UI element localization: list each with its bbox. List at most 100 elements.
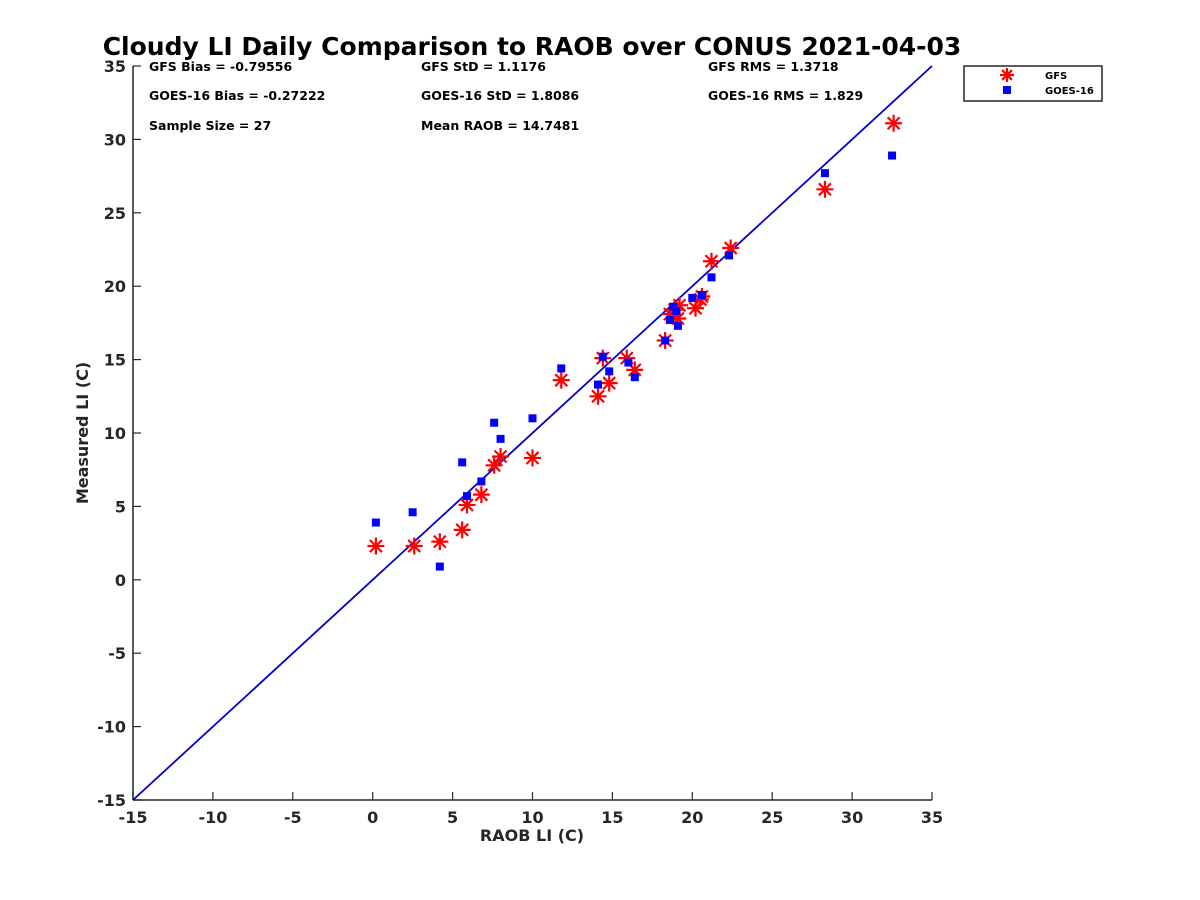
y-tick-label: 10: [104, 424, 126, 443]
one-to-one-line: [132, 65, 933, 801]
x-tick-label: 35: [921, 808, 943, 827]
gfs-point: [458, 496, 476, 514]
asterisk-stroke: [493, 449, 508, 464]
x-tick-label: -10: [198, 808, 227, 827]
goes-16-point: [669, 302, 678, 311]
goes-16-point: [697, 291, 706, 300]
gfs-point: [600, 374, 618, 392]
chart-title: Cloudy LI Daily Comparison to RAOB over …: [103, 32, 962, 61]
goes-16-point: [688, 293, 697, 302]
gfs-point: [885, 114, 903, 132]
y-tick-label: 0: [115, 571, 126, 590]
y-tick-label: 30: [104, 130, 126, 149]
y-tick-label: 35: [104, 57, 126, 76]
goes-16-point: [605, 367, 614, 376]
x-tick-label: 30: [841, 808, 863, 827]
gfs-point: [702, 252, 720, 270]
x-tick-label: -5: [284, 808, 302, 827]
gfs-point: [453, 521, 471, 539]
gfs-point: [472, 486, 490, 504]
asterisk-stroke: [433, 534, 447, 549]
stat-annotation: GOES-16 Bias = -0.27222: [149, 88, 325, 103]
legend-goes-16-label: GOES-16: [1045, 86, 1094, 97]
x-tick-label: 5: [447, 808, 458, 827]
asterisk-stroke: [886, 116, 901, 131]
goes-16-point: [557, 364, 566, 373]
goes-16-point: [594, 380, 603, 389]
stat-annotation: GOES-16 StD = 1.8086: [421, 88, 579, 103]
gfs-point: [405, 537, 423, 555]
x-tick-label: -15: [119, 808, 148, 827]
asterisk-stroke: [455, 523, 469, 537]
legend-goes-16-marker: [1003, 86, 1011, 94]
y-tick-label: 15: [104, 351, 126, 370]
gfs-point: [367, 537, 385, 555]
statistics-annotations: GFS Bias = -0.79556 GFS StD = 1.1176 GFS R…: [149, 59, 863, 133]
goes-16-point: [496, 434, 505, 443]
stat-annotation: GFS RMS = 1.3718: [708, 59, 839, 74]
asterisk-stroke: [591, 389, 605, 404]
y-tick-label: -10: [97, 718, 126, 737]
stat-annotation: GFS StD = 1.1176: [421, 59, 546, 74]
x-tick-label: 20: [681, 808, 703, 827]
x-tick-label: 0: [367, 808, 378, 827]
asterisk-stroke: [818, 182, 832, 197]
reference-line-group: [132, 65, 933, 801]
legend-gfs-label: GFS: [1045, 71, 1067, 82]
goes-16-point: [477, 477, 486, 486]
gfs-point: [431, 533, 449, 551]
goes-16-point: [672, 307, 681, 316]
asterisk-stroke: [474, 487, 489, 502]
legend: GFS GOES-16: [963, 65, 1103, 102]
asterisk-stroke: [554, 373, 569, 387]
goes-16-point: [435, 562, 444, 571]
goes-16-point: [725, 251, 734, 260]
goes-16-point: [462, 492, 471, 501]
y-tick-label: 5: [115, 497, 126, 516]
goes-16-point: [624, 358, 633, 367]
goes-16-point: [371, 518, 380, 527]
y-axis-label: Measured LI (C): [73, 362, 92, 504]
gfs-point: [589, 387, 607, 405]
gfs-point: [485, 456, 503, 474]
legend-box: [963, 65, 1103, 102]
gfs-point: [552, 371, 570, 389]
asterisk-stroke: [602, 376, 616, 390]
goes-16-point: [490, 418, 499, 427]
x-axis-label: RAOB LI (C): [480, 826, 584, 845]
goes-16-point: [528, 414, 537, 423]
y-tick-label: 20: [104, 277, 126, 296]
series-goes-16: [371, 151, 897, 571]
legend-gfs-marker: [1000, 68, 1014, 82]
stat-annotation: Mean RAOB = 14.7481: [421, 118, 579, 133]
goes-16-point: [673, 321, 682, 330]
y-tick-label: 25: [104, 204, 126, 223]
goes-16-point: [707, 273, 716, 282]
asterisk-stroke: [627, 363, 642, 377]
goes-16-point: [630, 373, 639, 382]
stat-annotation: GFS Bias = -0.79556: [149, 59, 292, 74]
goes-16-point: [661, 336, 670, 345]
gfs-point: [524, 449, 541, 467]
x-tick-label: 25: [761, 808, 783, 827]
asterisk-stroke: [525, 451, 540, 465]
series-gfs: [367, 114, 903, 555]
asterisk-stroke: [704, 254, 719, 269]
stat-annotation: Sample Size = 27: [149, 118, 271, 133]
asterisk-stroke: [369, 539, 383, 553]
goes-16-point: [458, 458, 467, 467]
goes-16-point: [598, 352, 607, 361]
y-tick-label: -5: [108, 644, 126, 663]
asterisk-stroke: [407, 539, 422, 553]
gfs-point: [816, 180, 834, 198]
goes-16-point: [408, 508, 417, 517]
asterisk-stroke: [1001, 69, 1013, 81]
asterisk-stroke: [619, 351, 634, 365]
stat-annotation: GOES-16 RMS = 1.829: [708, 88, 863, 103]
asterisk-stroke: [460, 498, 474, 512]
plot-axes: -15 -10 -5 0 5 10 15 20 25 30 35 -15 -10 -5 0 5 10 15 20 25…: [97, 57, 943, 827]
asterisk-stroke: [487, 458, 501, 473]
gfs-point: [492, 447, 510, 465]
y-tick-label: -15: [97, 791, 126, 810]
